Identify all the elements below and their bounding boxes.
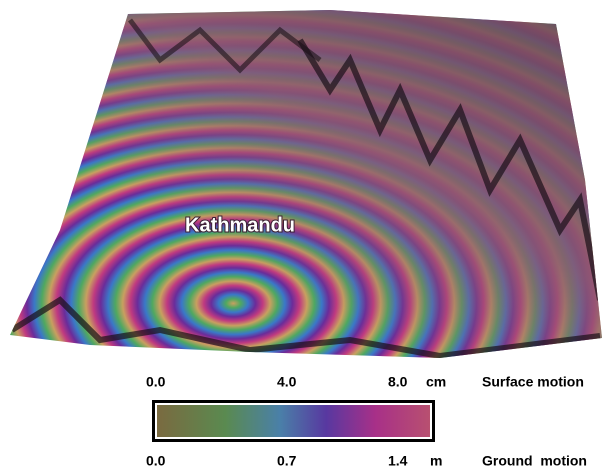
colorbar: [152, 400, 435, 442]
bottom-tick-label: 0.0: [146, 453, 166, 469]
bottom-unit: m: [430, 453, 442, 469]
terrain: [0, 0, 614, 370]
colorbar-ramp: [157, 405, 430, 437]
top-tick-label: 8.0: [388, 374, 408, 390]
top-label: Surface motion: [482, 374, 584, 390]
place-label: Kathmandu: [185, 214, 295, 236]
top-tick-label: 0.0: [146, 374, 166, 390]
top-tick-label: 4.0: [277, 374, 297, 390]
figure: Kathmandu 0.0 4.0 8.0 cm Surface motion …: [0, 0, 614, 470]
bottom-label: Ground motion: [482, 453, 587, 469]
top-unit: cm: [426, 374, 446, 390]
bottom-tick-label: 1.4: [388, 453, 408, 469]
bottom-tick-label: 0.7: [277, 453, 297, 469]
